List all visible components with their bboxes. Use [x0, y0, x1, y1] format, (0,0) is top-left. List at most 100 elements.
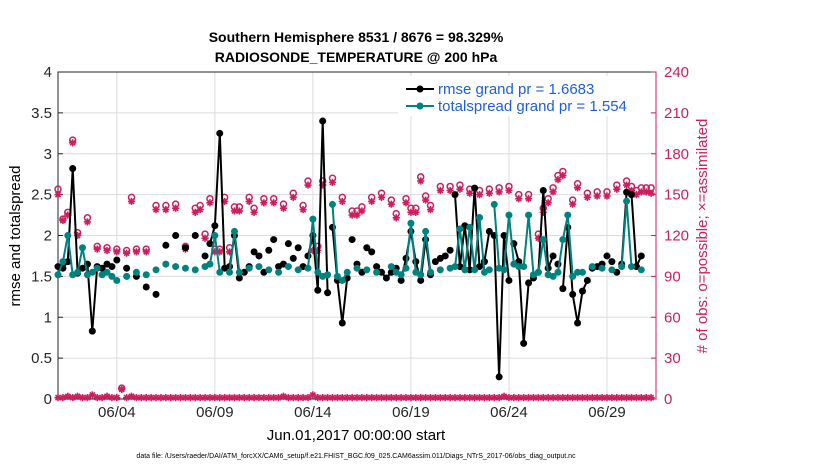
asterisk-stroke: [466, 190, 473, 197]
totalspread-marker: [245, 264, 253, 272]
totalspread-marker: [451, 263, 459, 271]
asterisk-stroke: [461, 394, 468, 401]
rmse-marker: [363, 244, 371, 252]
asterisk-stroke: [393, 214, 400, 221]
obs-assimilated-marker: [588, 394, 596, 402]
totalspread-marker: [525, 211, 533, 219]
obs-assimilated-marker: [162, 206, 170, 214]
asterisk-stroke: [471, 394, 478, 401]
asterisk-stroke: [398, 394, 405, 401]
asterisk-stroke: [579, 394, 586, 401]
rmse-marker: [162, 241, 170, 249]
obs-assimilated-marker: [279, 204, 288, 212]
obs-assimilated-marker: [123, 249, 131, 257]
totalspread-marker: [59, 258, 67, 266]
asterisk-stroke: [152, 394, 160, 401]
obs-assimilated-marker: [206, 199, 214, 207]
totalspread-marker: [554, 268, 562, 276]
asterisk-stroke: [339, 394, 346, 401]
asterisk-stroke: [598, 394, 606, 401]
asterisk-stroke: [451, 394, 459, 401]
y-tick-label: 3.5: [31, 105, 52, 122]
asterisk-stroke: [280, 393, 287, 400]
rmse-marker: [152, 290, 160, 298]
asterisk-stroke: [113, 394, 120, 401]
obs-assimilated-marker: [59, 216, 67, 225]
obs-assimilated-marker: [569, 200, 577, 208]
asterisk-stroke: [148, 394, 155, 401]
rmse-marker: [113, 256, 121, 264]
rmse-marker: [500, 232, 508, 239]
rmse-line: [375, 265, 393, 280]
asterisk-stroke: [594, 394, 601, 401]
rmse-marker: [549, 252, 557, 260]
asterisk-stroke: [603, 192, 611, 200]
rmse-marker: [181, 244, 189, 252]
y-tick-label: 0.5: [31, 350, 52, 367]
totalspread-marker: [314, 268, 322, 276]
rmse-marker: [64, 258, 72, 266]
asterisk-stroke: [476, 394, 483, 401]
rmse-marker: [525, 279, 533, 287]
asterisk-stroke: [584, 194, 591, 201]
totalspread-marker: [333, 272, 341, 280]
asterisk-stroke: [412, 394, 419, 401]
asterisk-stroke: [314, 394, 321, 401]
obs-assimilated-marker: [412, 208, 420, 216]
obs-assimilated-marker: [221, 394, 229, 402]
obs-assimilated-marker: [363, 394, 371, 402]
rmse-marker: [265, 246, 273, 254]
asterisk-stroke: [388, 201, 395, 208]
totalspread-marker: [294, 266, 302, 274]
asterisk-stroke: [236, 207, 243, 215]
rmse-marker: [69, 164, 77, 172]
totalspread-marker: [211, 232, 219, 239]
asterisk-stroke: [535, 394, 542, 401]
totalspread-marker: [549, 272, 557, 280]
totalspread-marker: [284, 263, 292, 271]
asterisk-stroke: [108, 394, 116, 401]
asterisk-stroke: [201, 235, 209, 242]
y2-tick-label: 90: [664, 268, 681, 285]
totalspread-marker: [623, 197, 631, 205]
obs-assimilated-marker: [377, 193, 386, 201]
asterisk-stroke: [231, 207, 238, 215]
totalspread-marker: [407, 219, 415, 227]
obs-assimilated-marker: [471, 394, 479, 402]
legend-spread-label: totalspread grand pr = 1.554: [438, 98, 627, 115]
asterisk-stroke: [643, 394, 650, 401]
asterisk-stroke: [231, 394, 238, 401]
obs-assimilated-marker: [627, 394, 636, 402]
rmse-marker: [574, 319, 582, 327]
obs-assimilated-marker: [353, 211, 361, 219]
obs-assimilated-marker: [113, 394, 121, 402]
asterisk-stroke: [192, 209, 199, 216]
asterisk-stroke: [69, 139, 76, 146]
asterisk-stroke: [393, 394, 400, 401]
asterisk-stroke: [344, 394, 351, 401]
totalspread-marker: [520, 263, 528, 271]
rmse-marker: [485, 227, 493, 235]
asterisk-stroke: [383, 394, 390, 401]
y2-tick-label: 120: [664, 228, 689, 245]
obs-assimilated-marker: [309, 391, 317, 399]
asterisk-stroke: [334, 394, 341, 401]
asterisk-stroke: [496, 188, 503, 195]
totalspread-marker: [353, 264, 361, 272]
rmse-marker: [319, 117, 327, 125]
asterisk-stroke: [118, 386, 125, 393]
totalspread-marker: [343, 268, 351, 276]
totalspread-marker: [574, 268, 582, 276]
totalspread-marker: [476, 214, 484, 222]
totalspread-marker: [588, 263, 596, 271]
asterisk-stroke: [187, 394, 194, 401]
obs-assimilated-marker: [515, 195, 523, 203]
asterisk-stroke: [182, 394, 189, 401]
totalspread-marker: [103, 268, 111, 276]
rmse-marker: [142, 283, 150, 291]
totalspread-marker: [304, 264, 312, 272]
obs-assimilated-marker: [407, 394, 415, 402]
y-tick-label: 2: [44, 228, 52, 245]
asterisk-stroke: [427, 394, 434, 401]
totalspread-marker: [132, 268, 140, 276]
